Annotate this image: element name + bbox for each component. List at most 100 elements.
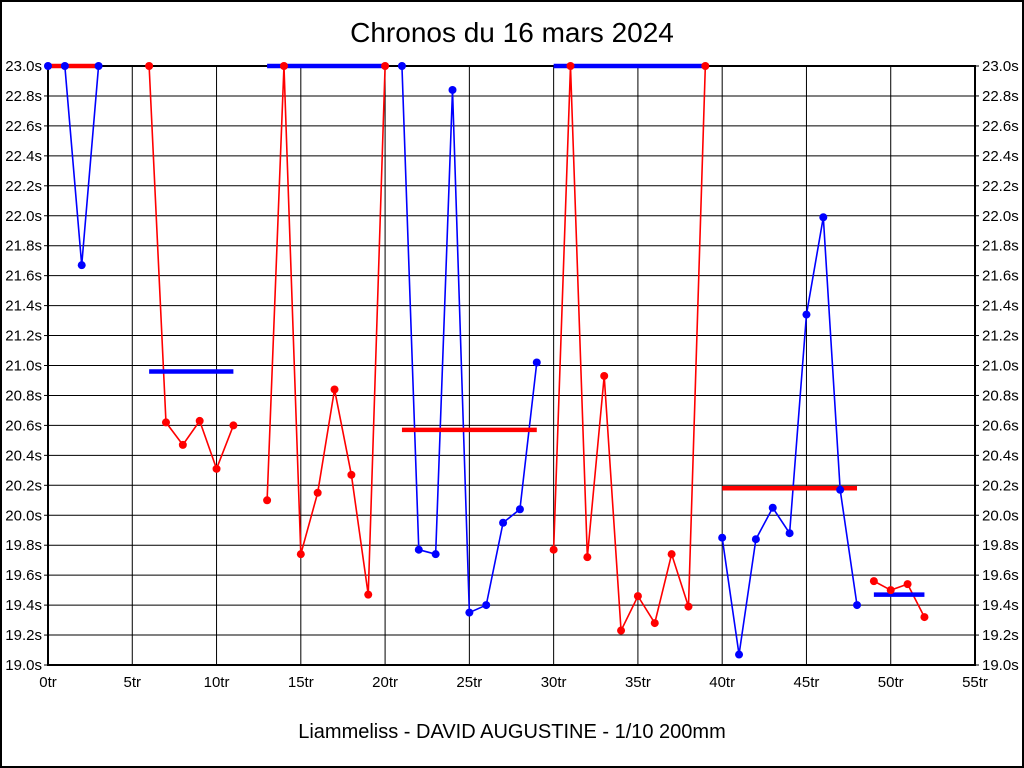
blue-driver-data-point bbox=[77, 261, 86, 270]
y-axis-tick-label-right: 20.0s bbox=[982, 507, 1019, 524]
blue-driver-data-point bbox=[515, 505, 524, 514]
red-driver-data-point bbox=[347, 470, 356, 479]
y-axis-tick-label-left: 21.2s bbox=[5, 328, 42, 345]
y-axis-tick-label-left: 19.8s bbox=[5, 537, 42, 554]
y-axis-tick-label-right: 22.2s bbox=[982, 178, 1019, 195]
red-driver-data-point bbox=[650, 619, 659, 628]
y-axis-tick-label-left: 22.6s bbox=[5, 118, 42, 135]
x-axis-tick-label: 30tr bbox=[541, 674, 567, 691]
y-axis-tick-label-right: 19.8s bbox=[982, 537, 1019, 554]
y-axis-tick-label-right: 22.8s bbox=[982, 88, 1019, 105]
y-axis-tick-label-right: 19.6s bbox=[982, 567, 1019, 584]
y-axis-tick-label-left: 23.0s bbox=[5, 58, 42, 75]
y-axis-tick-label-right: 21.2s bbox=[982, 328, 1019, 345]
y-axis-tick-label-left: 19.0s bbox=[5, 657, 42, 674]
blue-driver-data-point bbox=[853, 601, 862, 610]
y-axis-tick-label-right: 20.4s bbox=[982, 447, 1019, 464]
y-axis-tick-label-left: 20.8s bbox=[5, 387, 42, 404]
blue-driver-data-point bbox=[431, 550, 440, 559]
y-axis-tick-label-left: 21.0s bbox=[5, 358, 42, 375]
red-driver-data-point bbox=[229, 421, 238, 430]
red-driver-line bbox=[873, 580, 926, 618]
y-axis-tick-label-right: 20.8s bbox=[982, 387, 1019, 404]
y-axis-tick-label-left: 22.0s bbox=[5, 208, 42, 225]
y-axis-tick-label-left: 20.2s bbox=[5, 477, 42, 494]
blue-driver-data-point bbox=[751, 535, 760, 544]
blue-driver-data-point bbox=[718, 533, 727, 542]
red-driver-data-point bbox=[279, 62, 288, 70]
red-driver-data-point bbox=[566, 62, 575, 70]
red-driver-data-point bbox=[886, 586, 895, 595]
red-driver-data-point bbox=[330, 385, 339, 394]
red-driver-data-point bbox=[313, 488, 322, 497]
x-axis-tick-label: 0tr bbox=[39, 674, 57, 691]
blue-driver-data-point bbox=[60, 62, 69, 70]
blue-driver-data-point bbox=[499, 518, 508, 527]
y-axis-tick-label-left: 19.2s bbox=[5, 627, 42, 644]
red-driver-data-point bbox=[617, 626, 626, 635]
blue-driver-data-point bbox=[532, 358, 541, 367]
red-driver-data-point bbox=[364, 590, 373, 599]
x-axis-tick-label: 55tr bbox=[962, 674, 988, 691]
red-driver-data-point bbox=[920, 613, 929, 622]
red-driver-data-point bbox=[869, 577, 878, 586]
blue-driver-data-point bbox=[802, 310, 811, 319]
red-driver-data-point bbox=[161, 418, 170, 427]
red-driver-line bbox=[148, 65, 235, 472]
red-driver-data-point bbox=[178, 440, 187, 449]
y-axis-tick-label-left: 22.2s bbox=[5, 178, 42, 195]
red-driver-data-point bbox=[583, 553, 592, 562]
x-axis-tick-label: 20tr bbox=[372, 674, 398, 691]
red-driver-data-point bbox=[549, 545, 558, 554]
x-axis-tick-label: 5tr bbox=[124, 674, 142, 691]
y-axis-tick-label-left: 20.4s bbox=[5, 447, 42, 464]
y-axis-tick-label-right: 19.2s bbox=[982, 627, 1019, 644]
x-axis-tick-label: 50tr bbox=[878, 674, 904, 691]
red-driver-data-point bbox=[633, 592, 642, 601]
x-axis-tick-label: 25tr bbox=[456, 674, 482, 691]
blue-driver-data-point bbox=[397, 62, 406, 70]
y-axis-tick-label-right: 23.0s bbox=[982, 58, 1019, 75]
blue-driver-data-point bbox=[44, 62, 52, 70]
red-driver-data-point bbox=[684, 602, 693, 611]
y-axis-tick-label-left: 21.4s bbox=[5, 298, 42, 315]
y-axis-tick-label-right: 21.8s bbox=[982, 238, 1019, 255]
y-axis-tick-label-right: 19.0s bbox=[982, 657, 1019, 674]
y-axis-tick-label-left: 19.6s bbox=[5, 567, 42, 584]
red-driver-line bbox=[552, 65, 707, 634]
red-driver-data-point bbox=[263, 496, 272, 505]
red-driver-data-point bbox=[195, 416, 204, 425]
red-driver-data-point bbox=[145, 62, 154, 70]
y-axis-tick-label-right: 22.6s bbox=[982, 118, 1019, 135]
blue-driver-data-point bbox=[836, 485, 845, 494]
y-axis-tick-label-left: 20.0s bbox=[5, 507, 42, 524]
y-axis-tick-label-right: 21.6s bbox=[982, 268, 1019, 285]
red-driver-data-point bbox=[381, 62, 390, 70]
y-axis-tick-label-right: 21.4s bbox=[982, 298, 1019, 315]
y-axis-tick-label-right: 19.4s bbox=[982, 597, 1019, 614]
plot-border bbox=[47, 65, 976, 666]
x-axis-tick-label: 45tr bbox=[794, 674, 820, 691]
chart-caption: Liammeliss - DAVID AUGUSTINE - 1/10 200m… bbox=[298, 721, 726, 743]
red-driver-data-point bbox=[600, 371, 609, 380]
red-driver-data-point bbox=[296, 550, 305, 559]
y-axis-tick-label-right: 22.4s bbox=[982, 148, 1019, 165]
page-title: Chronos du 16 mars 2024 bbox=[350, 17, 674, 48]
y-axis-tick-label-left: 20.6s bbox=[5, 417, 42, 434]
y-axis-tick-label-left: 22.8s bbox=[5, 88, 42, 105]
blue-driver-data-point bbox=[482, 601, 491, 610]
x-axis-tick-label: 35tr bbox=[625, 674, 651, 691]
x-axis-tick-label: 40tr bbox=[709, 674, 735, 691]
y-axis-tick-label-left: 21.6s bbox=[5, 268, 42, 285]
red-driver-data-point bbox=[667, 550, 676, 559]
red-driver-line bbox=[266, 65, 386, 595]
y-axis-tick-label-left: 19.4s bbox=[5, 597, 42, 614]
blue-driver-data-point bbox=[94, 62, 103, 70]
red-driver-data-point bbox=[212, 464, 221, 473]
y-axis-tick-label-right: 20.2s bbox=[982, 477, 1019, 494]
x-axis-tick-label: 10tr bbox=[204, 674, 230, 691]
y-axis-tick-label-right: 22.0s bbox=[982, 208, 1019, 225]
blue-driver-data-point bbox=[735, 650, 744, 659]
